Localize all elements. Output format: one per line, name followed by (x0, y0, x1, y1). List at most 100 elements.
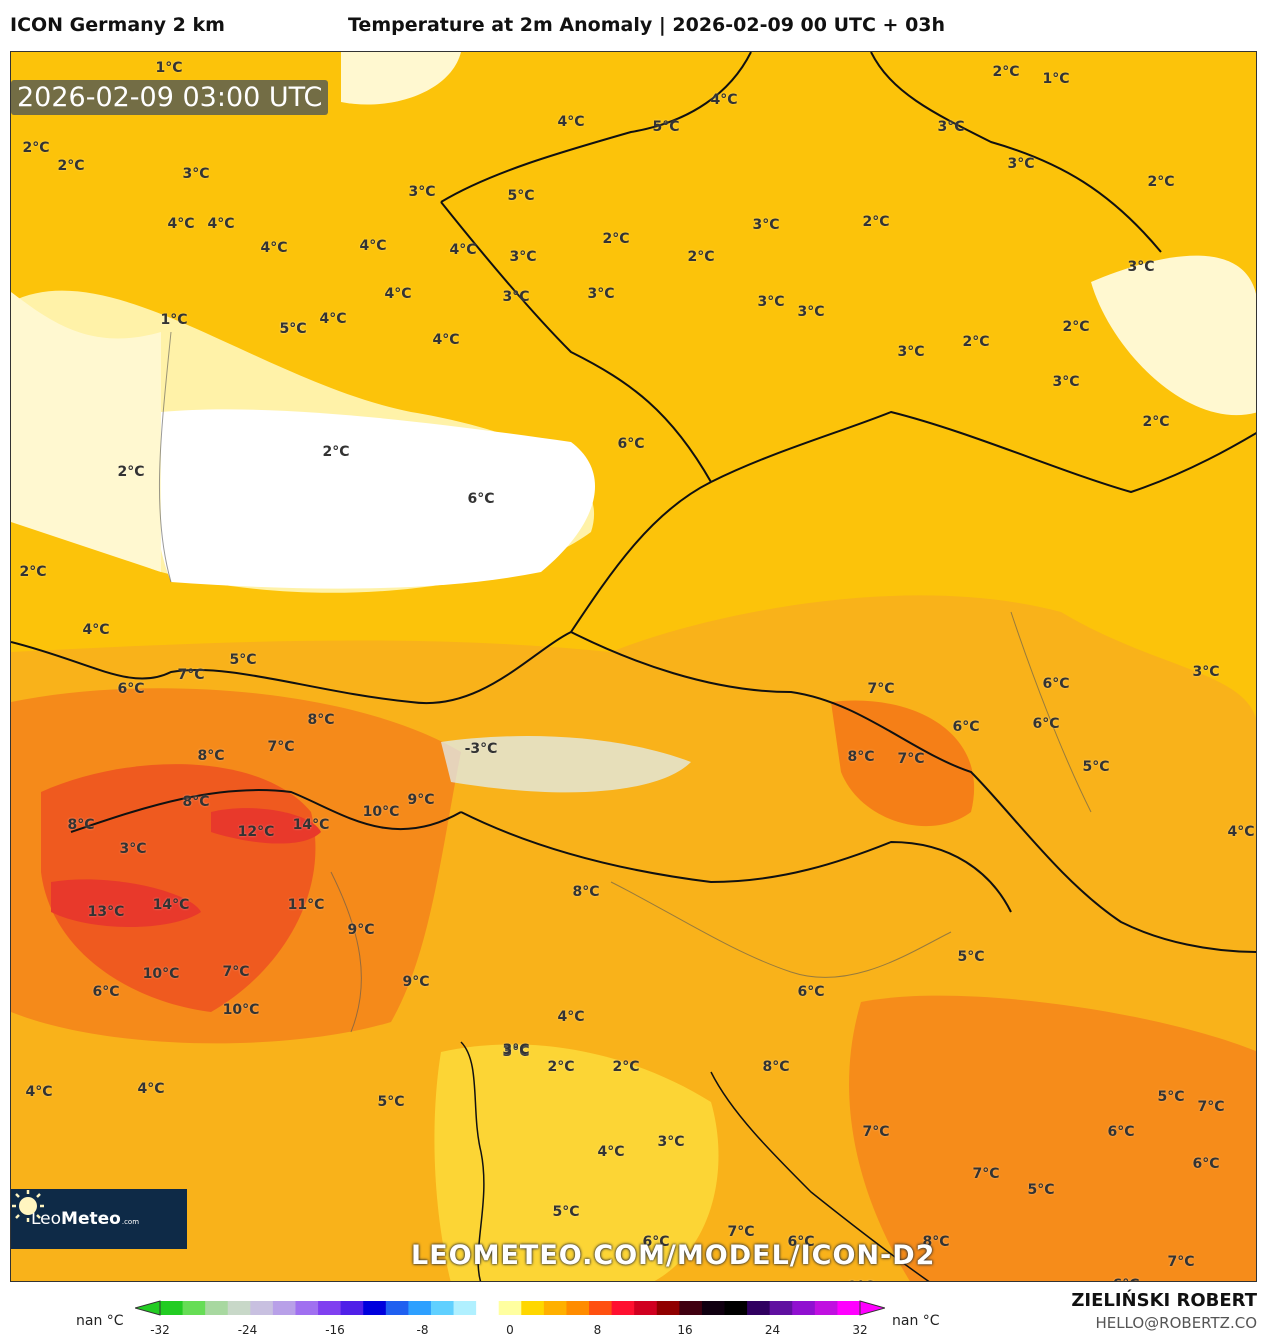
temperature-anomaly-map[interactable]: 1°C 2°C 2°C 3°C 4°C 4°C 4°C 5°C 4°C 4°C 3°C 5°C 3°C 4… (10, 51, 1257, 1282)
colorbar-swatch (363, 1301, 387, 1315)
temperature-label: 8°C (307, 712, 335, 728)
temperature-label: 2°C (57, 158, 85, 174)
model-name: ICON Germany 2 km (10, 14, 225, 36)
logo-text-meteo: Meteo (61, 1209, 121, 1229)
colorbar-swatch (724, 1301, 748, 1315)
colorbar-swatch (747, 1301, 771, 1315)
colorbar-swatch (453, 1301, 477, 1315)
colorbar-swatch (543, 1301, 567, 1315)
temperature-label: 2°C (1147, 174, 1175, 190)
colorbar-swatch (634, 1301, 658, 1315)
po-valley (434, 1044, 719, 1281)
temperature-label: 6°C (117, 681, 145, 697)
colorbar-swatch (340, 1301, 364, 1315)
temperature-label: 6°C (1107, 1124, 1135, 1140)
colorbar-swatch (476, 1301, 500, 1315)
temperature-label: 6°C (467, 491, 495, 507)
temperature-label: 6°C (92, 984, 120, 1000)
temperature-label: 4°C (432, 332, 460, 348)
temperature-label: 3°C (937, 119, 965, 135)
colorbar-swatch (182, 1301, 206, 1315)
colorbar-tick: -8 (416, 1323, 429, 1337)
colorbar-swatch (408, 1301, 432, 1315)
colorbar-swatch (837, 1301, 861, 1315)
region-borders (158, 331, 1092, 1033)
temperature-label: 8°C (182, 794, 210, 810)
temperature-label: 2°C (22, 140, 50, 156)
temperature-label: 4°C (710, 92, 738, 108)
temperature-label: 5°C (652, 119, 680, 135)
temperature-label: 5°C (229, 652, 257, 668)
temperature-label: 6°C (1192, 1156, 1220, 1172)
temperature-label: 3°C (502, 1044, 530, 1060)
temperature-label: 2°C (322, 444, 350, 460)
temperature-label: 2°C (19, 564, 47, 580)
temperature-label: 1°C (155, 60, 183, 76)
temperature-label: 4°C (359, 238, 387, 254)
leometeo-logo[interactable]: Leo Meteo .com (11, 1189, 187, 1249)
colorbar-tick: 24 (764, 1323, 781, 1337)
colorbar-tick: 0 (506, 1323, 514, 1337)
map-fill (11, 52, 1256, 1281)
temperature-label: 3°C (752, 217, 780, 233)
temperature-label: 3°C (408, 184, 436, 200)
colorbar-tick: -16 (325, 1323, 345, 1337)
colorbar-swatch (679, 1301, 703, 1315)
valid-time-badge: 2026-02-09 03:00 UTC (11, 80, 329, 115)
temperature-label: 12°C (237, 824, 275, 840)
colorbar-tick: 8 (593, 1323, 602, 1337)
temperature-label: -3°C (464, 741, 498, 757)
temperature-label: 3°C (657, 1134, 685, 1150)
sun-icon (12, 1190, 44, 1222)
temperature-label: 14°C (292, 817, 330, 833)
colorbar-min-label: nan °C (76, 1313, 124, 1329)
temperature-label: 5°C (377, 1094, 405, 1110)
temperature-label: 3°C (797, 304, 825, 320)
temperature-label: 3°C (119, 841, 147, 857)
temperature-label: 2°C (1142, 414, 1170, 430)
temperature-label: 5°C (957, 949, 985, 965)
author-email[interactable]: HELLO@ROBERTZ.CO (1095, 1314, 1257, 1332)
colorbar-tick: -24 (237, 1323, 258, 1337)
temperature-label: 3°C (587, 286, 615, 302)
colorbar-swatch (589, 1301, 613, 1315)
temperature-label: 7°C (267, 739, 295, 755)
colorbar-tick: -32 (150, 1323, 170, 1337)
temperature-label: 3°C (1127, 259, 1155, 275)
temperature-label: 4°C (167, 216, 195, 232)
temperature-label: 6°C (787, 1234, 815, 1250)
temperature-label: 9°C (347, 922, 375, 938)
temperature-label: 8°C (197, 748, 225, 764)
temperature-label: 5°C (279, 321, 307, 337)
colorbar-swatch (498, 1301, 522, 1315)
logo-text-com: .com (121, 1218, 140, 1226)
temperature-label: 8°C (922, 1234, 950, 1250)
temperature-label: 3°C (757, 294, 785, 310)
temperature-label: 4°C (557, 114, 585, 130)
temperature-label: 6°C (642, 1234, 670, 1250)
temperature-label: 7°C (222, 964, 250, 980)
temperature-label: 5°C (1157, 1089, 1185, 1105)
colorbar-swatch (521, 1301, 545, 1315)
temperature-label: 2°C (1062, 319, 1090, 335)
colorbar-swatch (205, 1301, 229, 1315)
temperature-label: 4°C (25, 1084, 53, 1100)
colorbar-swatch (227, 1301, 251, 1315)
colorbar-swatch (566, 1301, 590, 1315)
temperature-label: 4°C (260, 240, 288, 256)
temperature-label: 8°C (847, 749, 875, 765)
temperature-label: 2°C (962, 334, 990, 350)
colorbar-swatch (656, 1301, 680, 1315)
colorbar-swatch (792, 1301, 816, 1315)
temperature-label: 10°C (222, 1002, 260, 1018)
temperature-label: 5°C (552, 1204, 580, 1220)
temperature-label: 7°C (727, 1224, 755, 1240)
temperature-label: 2°C (992, 64, 1020, 80)
temperature-label: 2°C (547, 1059, 575, 1075)
colorbar-extend-arrow (135, 1300, 161, 1316)
colorbar-swatch (318, 1301, 342, 1315)
temperature-label: 7°C (867, 681, 895, 697)
temperature-label: 10°C (142, 966, 180, 982)
temperature-label: 6°C (952, 719, 980, 735)
temperature-label: 11°C (287, 897, 325, 913)
